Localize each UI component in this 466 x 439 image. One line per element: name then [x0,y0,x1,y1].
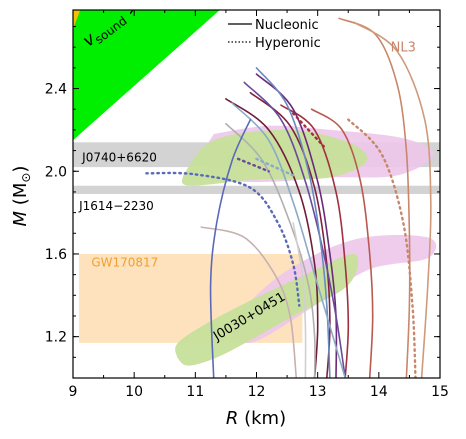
x-tick-label-1: 10 [125,384,143,400]
nucleonic-curve-13 [292,222,307,378]
hyperonic-curve-17 [255,157,295,177]
x-tick-label-6: 15 [431,384,449,400]
green-contour-lower [175,253,359,366]
nucleonic-curve-0 [338,17,411,378]
nucleonic-curve-10 [225,122,316,378]
y-tick-label-1: 1.6 [45,247,67,263]
label-nl3: NL3 [391,40,416,55]
x-tick-label-3: 12 [248,384,266,400]
x-tick-label-0: 9 [69,384,78,400]
hyperonic-curve-16 [292,112,325,148]
nucleonic-curve-5 [225,98,319,378]
label-j1614: J1614−2230 [78,199,154,213]
x-axis-title: R (km) [226,408,286,429]
legend-label-nucleonic: Nucleonic [255,18,319,33]
nucleonic-curve-3 [280,104,350,378]
hyperonic-curve-15 [145,171,301,307]
eos-curves [145,17,432,378]
y-tick-label-2: 2.0 [45,164,67,180]
nucleonic-curve-9 [231,102,346,378]
hyperonic-curve-14 [347,118,417,378]
axis-ticks: 9 10 11 12 13 14 15 1.2 1.6 2.0 2.4 [45,10,449,400]
label-j0740: J0740+6620 [81,150,157,164]
nucleonic-curve-7 [243,81,346,378]
y-axis-title: M (M⊙) [10,166,33,227]
nucleonic-curve-11 [200,226,298,378]
legend-label-hyperonic: Hyperonic [255,36,321,51]
nucleonic-curve-1 [353,21,432,378]
nucleonic-curve-2 [310,108,374,378]
x-tick-label-5: 14 [370,384,388,400]
plot-area: J0740+6620J1614−2230GW170817J0030+0451NL… [73,10,440,378]
x-tick-label-4: 13 [309,384,327,400]
causality-region [73,10,220,141]
hyperonic-curve-18 [236,157,270,173]
x-tick-label-2: 11 [186,384,204,400]
causality-corner [73,10,81,29]
nucleonic-curve-12 [209,118,252,378]
pulsar-band-1 [73,185,440,194]
legend: Nucleonic Hyperonic [228,18,321,51]
label-gw170817: GW170817 [91,255,158,269]
y-tick-label-0: 1.2 [45,330,67,346]
y-tick-label-3: 2.4 [45,82,67,98]
